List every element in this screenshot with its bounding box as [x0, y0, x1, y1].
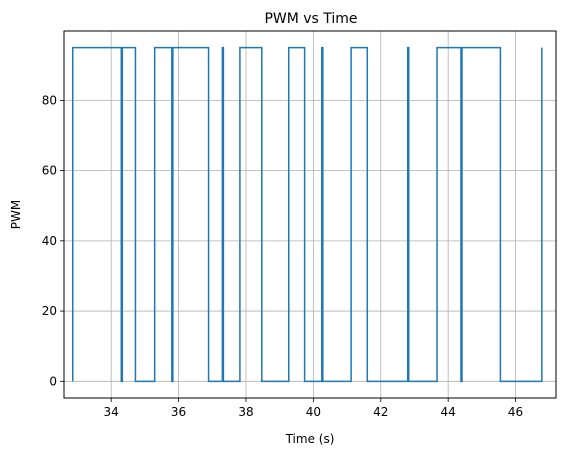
y-tick-label: 80 [42, 93, 57, 107]
y-tick-label: 20 [42, 304, 57, 318]
y-tick-label: 40 [42, 234, 57, 248]
x-tick-label: 36 [171, 405, 186, 419]
grid-lines [64, 31, 556, 398]
x-tick-label: 34 [104, 405, 119, 419]
chart-title: PWM vs Time [264, 11, 357, 27]
x-tick-label: 46 [508, 405, 523, 419]
x-axis-label: Time (s) [285, 432, 335, 446]
x-tick-label: 44 [441, 405, 456, 419]
y-axis-ticks: 0 20 40 60 80 [42, 93, 64, 388]
pwm-series-line [72, 46, 543, 383]
x-axis-ticks: 34 36 38 40 42 44 46 [104, 398, 523, 419]
series-group [72, 46, 543, 383]
y-tick-label: 0 [49, 374, 57, 388]
x-tick-label: 40 [306, 405, 321, 419]
y-axis-label: PWM [9, 200, 23, 229]
x-tick-label: 42 [373, 405, 388, 419]
plot-area-frame [63, 30, 557, 399]
y-tick-label: 60 [42, 164, 57, 178]
x-tick-label: 38 [238, 405, 253, 419]
